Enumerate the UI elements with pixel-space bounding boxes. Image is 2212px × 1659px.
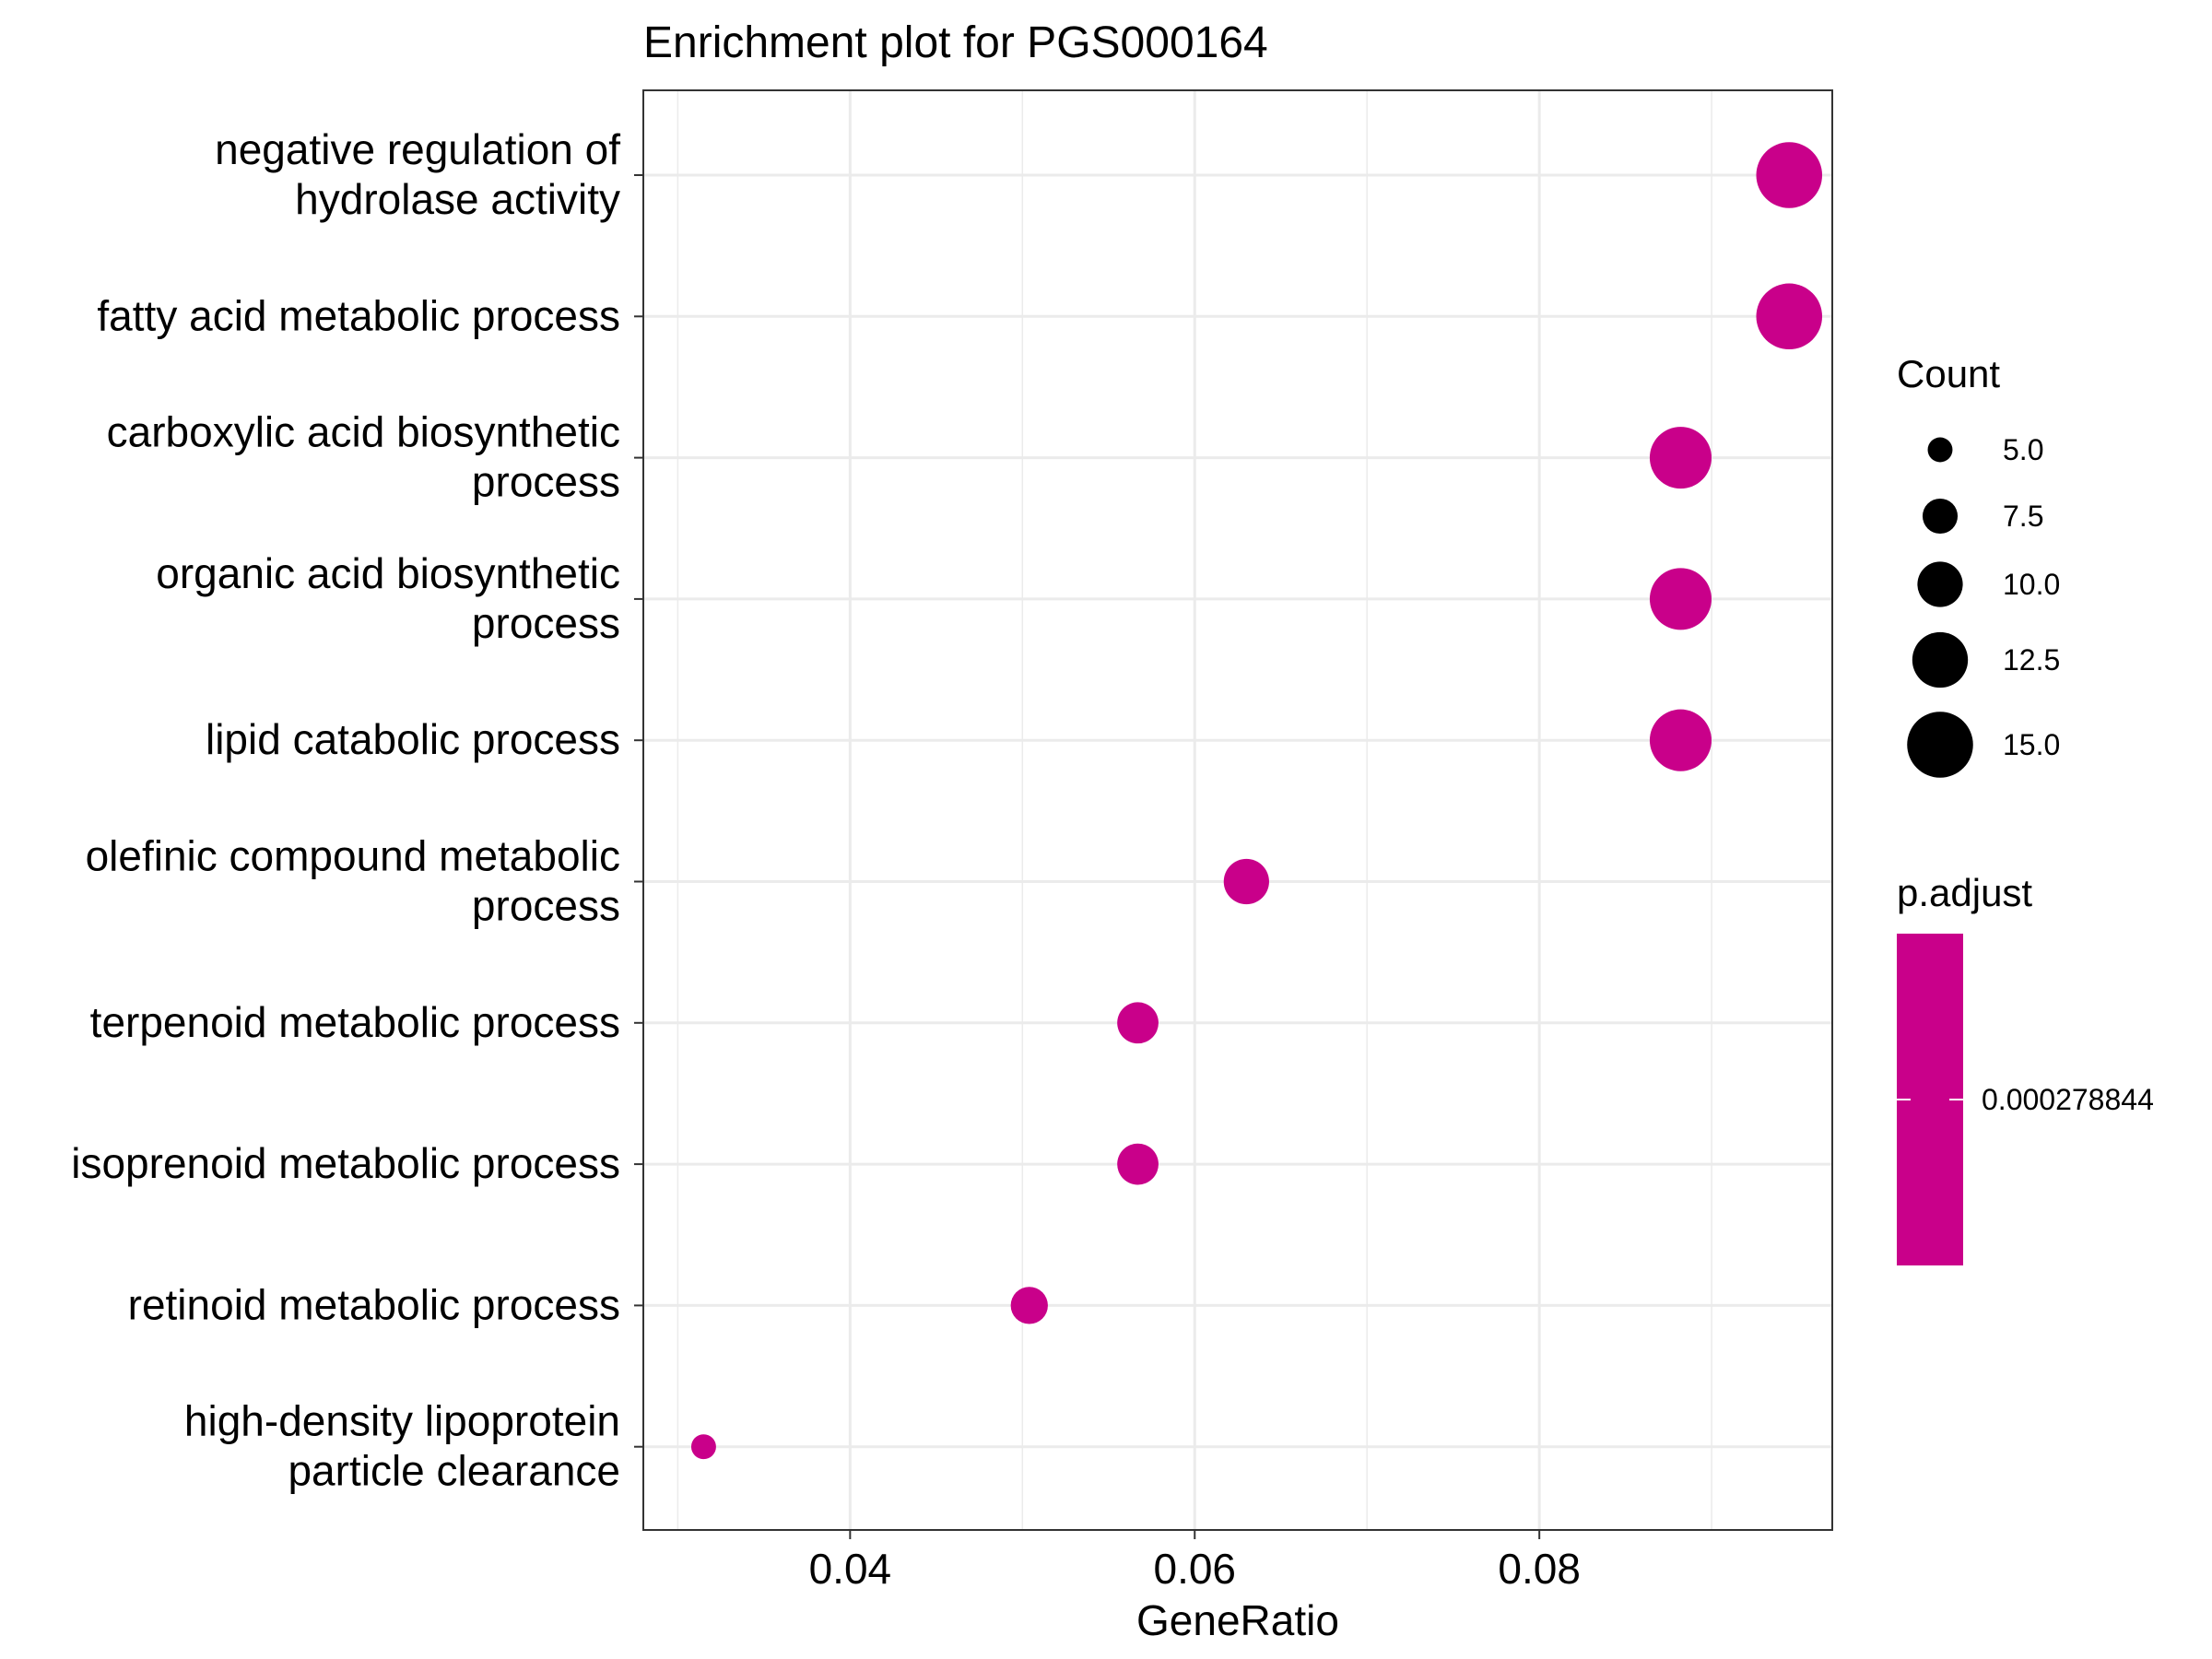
count-legend-title: Count (1897, 352, 2000, 395)
count-legend-label: 10.0 (2003, 568, 2060, 601)
plot-panel-border (642, 89, 1833, 1531)
count-legend-key (1907, 712, 1973, 778)
y-tick-label: particle clearance (288, 1447, 620, 1495)
y-tick-label: retinoid metabolic process (128, 1280, 620, 1328)
y-tick-label: organic acid biosynthetic (156, 549, 620, 597)
y-tick-label: olefinic compound metabolic (86, 832, 620, 880)
data-point (1649, 568, 1712, 630)
y-tick-label: high-density lipoprotein (184, 1397, 620, 1445)
y-tick-label: process (472, 458, 620, 506)
x-tick-label: 0.04 (809, 1545, 892, 1593)
x-axis: 0.04 0.06 0.08 (809, 1530, 1581, 1593)
y-tick-label: process (472, 882, 620, 930)
data-point (1756, 142, 1823, 208)
count-legend-label: 7.5 (2003, 500, 2043, 533)
plot-panel-background (643, 90, 1832, 1530)
count-legend-key (1927, 437, 1953, 463)
padjust-legend-title: p.adjust (1897, 871, 2032, 914)
y-tick-label: negative regulation of (215, 125, 620, 173)
data-point (1756, 283, 1823, 350)
data-point (690, 1434, 716, 1460)
y-tick-label: lipid catabolic process (206, 715, 620, 763)
y-tick-label: terpenoid metabolic process (90, 998, 620, 1046)
y-tick-label: carboxylic acid biosynthetic (107, 408, 620, 456)
data-point (1223, 858, 1269, 905)
y-tick-label: isoprenoid metabolic process (71, 1139, 620, 1187)
data-point (1649, 427, 1712, 489)
data-point (1117, 1002, 1159, 1044)
count-legend-keys: 5.0 7.5 10.0 12.5 15.0 (1907, 433, 2060, 778)
count-legend-key (1917, 561, 1963, 607)
data-point (1010, 1287, 1048, 1324)
count-legend-key (1922, 498, 1959, 535)
chart-title: Enrichment plot for PGS000164 (643, 18, 1268, 67)
count-legend-label: 12.5 (2003, 643, 2060, 677)
x-tick-label: 0.06 (1153, 1545, 1236, 1593)
x-axis-title: GeneRatio (1136, 1596, 1339, 1644)
data-point (1649, 709, 1712, 771)
padjust-colorbar-label: 0.000278844 (1982, 1083, 2154, 1116)
count-legend: Count 5.0 7.5 10.0 12.5 15.0 (1897, 352, 2060, 778)
data-point (1117, 1143, 1159, 1185)
padjust-legend: p.adjust 0.000278844 (1897, 871, 2154, 1265)
y-tick-label: fatty acid metabolic process (97, 291, 620, 339)
count-legend-label: 15.0 (2003, 728, 2060, 761)
x-tick-label: 0.08 (1498, 1545, 1581, 1593)
count-legend-key (1912, 631, 1969, 688)
count-legend-label: 5.0 (2003, 433, 2043, 466)
y-tick-label: process (472, 599, 620, 647)
data-points (690, 142, 1823, 1460)
y-tick-label: hydrolase activity (295, 175, 620, 223)
